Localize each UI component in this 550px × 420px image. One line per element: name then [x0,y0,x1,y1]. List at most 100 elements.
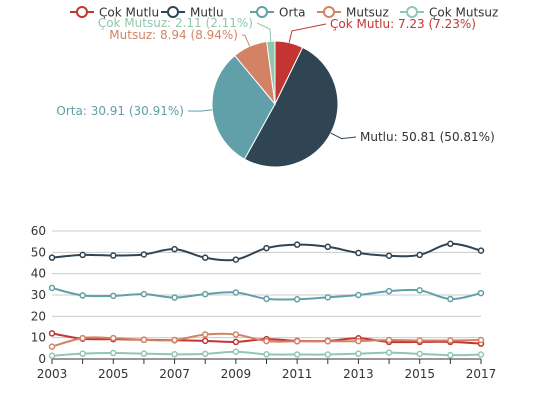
x-tick-label: 2011 [282,367,313,381]
data-point-mutsuz-2004[interactable] [79,334,86,342]
data-point-cok-mutsuz-2005[interactable] [110,349,117,357]
pie-label-line-cok-mutsuz [256,22,272,42]
data-point-cok-mutsuz-2014[interactable] [385,349,393,356]
legend: Çok Mutlu Mutlu Orta Mutsuz Çok Mutsuz [70,6,498,20]
pie-label-line-cok-mutlu [288,23,327,43]
x-tick-label: 2003 [37,367,68,381]
legend-label: Orta [279,6,305,20]
data-point-mutsuz-2003[interactable] [48,343,56,350]
y-tick-label: 60 [31,224,46,238]
y-tick-label: 10 [31,331,46,345]
data-point-orta-2007[interactable] [171,294,178,301]
data-point-cok-mutsuz-2006[interactable] [140,350,148,357]
data-point-cok-mutsuz-2004[interactable] [79,350,86,357]
data-point-mutlu-2007[interactable] [171,245,178,253]
data-point-mutsuz-2012[interactable] [324,338,332,345]
pie-slice-mutlu[interactable] [243,46,339,168]
legend-label: Mutlu [190,6,224,20]
y-tick-label: 40 [31,267,46,281]
line-chart: 0 10 20 30 40 50 60 2003 2005 2007 2009 2011 2013 201… [31,224,497,381]
data-point-orta-2017[interactable] [477,289,485,297]
legend-item-mutsuz[interactable]: Mutsuz [317,6,389,20]
data-point-mutsuz-2015[interactable] [416,337,423,344]
data-point-mutlu-2009[interactable] [232,256,240,263]
legend-label: Mutsuz [346,6,389,20]
series-mutsuz [48,331,485,350]
data-point-cok-mutsuz-2003[interactable] [48,352,56,360]
data-point-mutlu-2008[interactable] [201,254,209,261]
pie-label-line-mutlu [330,132,357,140]
legend-marker [167,6,179,18]
data-point-mutlu-2016[interactable] [447,240,454,248]
series-mutlu [48,240,485,263]
pie-label-orta: Orta: 30.91 (30.91%) [56,104,184,118]
data-point-cok-mutsuz-2017[interactable] [477,351,485,358]
data-point-cok-mutlu-2003[interactable] [48,330,56,337]
data-point-orta-2013[interactable] [355,291,362,299]
data-point-mutsuz-2007[interactable] [171,336,178,344]
data-point-orta-2008[interactable] [201,290,209,298]
data-point-orta-2009[interactable] [232,289,240,296]
data-point-orta-2010[interactable] [263,295,270,303]
data-point-mutsuz-2010[interactable] [263,337,270,345]
data-point-orta-2015[interactable] [416,287,423,294]
data-point-mutlu-2011[interactable] [293,241,301,248]
data-point-cok-mutsuz-2015[interactable] [416,350,423,358]
y-tick-label: 0 [38,352,46,366]
data-point-orta-2004[interactable] [79,292,86,299]
data-point-mutlu-2003[interactable] [48,254,56,261]
pie-slice-cok-mutsuz[interactable] [266,40,276,105]
series-cok-mutsuz [48,348,485,360]
data-point-cok-mutlu-2009[interactable] [232,338,240,346]
series-orta [48,284,485,303]
data-point-mutsuz-2011[interactable] [293,338,301,345]
legend-marker [256,6,268,18]
data-point-cok-mutsuz-2016[interactable] [447,351,454,359]
x-tick-label: 2013 [343,367,374,381]
data-point-cok-mutsuz-2007[interactable] [171,351,178,358]
data-point-mutsuz-2006[interactable] [140,336,148,344]
data-point-mutsuz-2005[interactable] [110,334,117,342]
legend-item-mutlu[interactable]: Mutlu [161,6,224,20]
data-point-cok-mutsuz-2010[interactable] [263,351,270,358]
data-point-mutlu-2013[interactable] [355,249,362,257]
data-point-orta-2006[interactable] [140,290,148,298]
data-point-cok-mutsuz-2011[interactable] [293,351,301,358]
legend-item-cok-mutlu[interactable]: Çok Mutlu [70,6,159,20]
data-point-mutlu-2010[interactable] [263,244,270,252]
legend-item-cok-mutsuz[interactable]: Çok Mutsuz [400,6,498,20]
data-point-mutsuz-2009[interactable] [232,331,240,338]
data-point-cok-mutsuz-2009[interactable] [232,348,240,355]
data-point-orta-2016[interactable] [447,295,454,303]
data-point-mutsuz-2017[interactable] [477,336,485,344]
data-point-mutsuz-2014[interactable] [385,336,393,344]
data-point-mutlu-2012[interactable] [324,243,332,251]
data-point-mutsuz-2008[interactable] [201,331,209,338]
pie-label-line-orta [187,109,213,112]
data-point-orta-2005[interactable] [110,292,117,300]
data-point-cok-mutsuz-2012[interactable] [324,351,332,358]
data-point-mutlu-2014[interactable] [385,252,393,259]
data-point-mutlu-2006[interactable] [140,251,148,258]
data-point-mutsuz-2013[interactable] [355,337,362,345]
data-point-mutsuz-2016[interactable] [447,337,454,344]
data-point-orta-2003[interactable] [48,284,56,292]
data-point-cok-mutsuz-2008[interactable] [201,350,209,358]
legend-item-orta[interactable]: Orta [250,6,305,20]
pie-label-mutlu: Mutlu: 50.81 (50.81%) [360,130,495,144]
y-tick-label: 50 [31,245,46,259]
data-point-mutlu-2005[interactable] [110,252,117,259]
data-point-orta-2012[interactable] [324,294,332,301]
data-point-mutlu-2017[interactable] [477,247,485,254]
data-point-cok-mutlu-2008[interactable] [201,337,209,345]
legend-label: Çok Mutlu [99,6,159,20]
pie-slice-orta[interactable] [211,54,276,160]
pie-label-line-mutsuz [241,34,251,47]
data-point-mutlu-2004[interactable] [79,251,86,259]
data-point-orta-2011[interactable] [293,296,301,303]
data-point-mutlu-2015[interactable] [416,251,423,259]
legend-marker [406,6,418,18]
data-point-orta-2014[interactable] [385,287,393,295]
data-point-cok-mutsuz-2013[interactable] [355,350,362,357]
